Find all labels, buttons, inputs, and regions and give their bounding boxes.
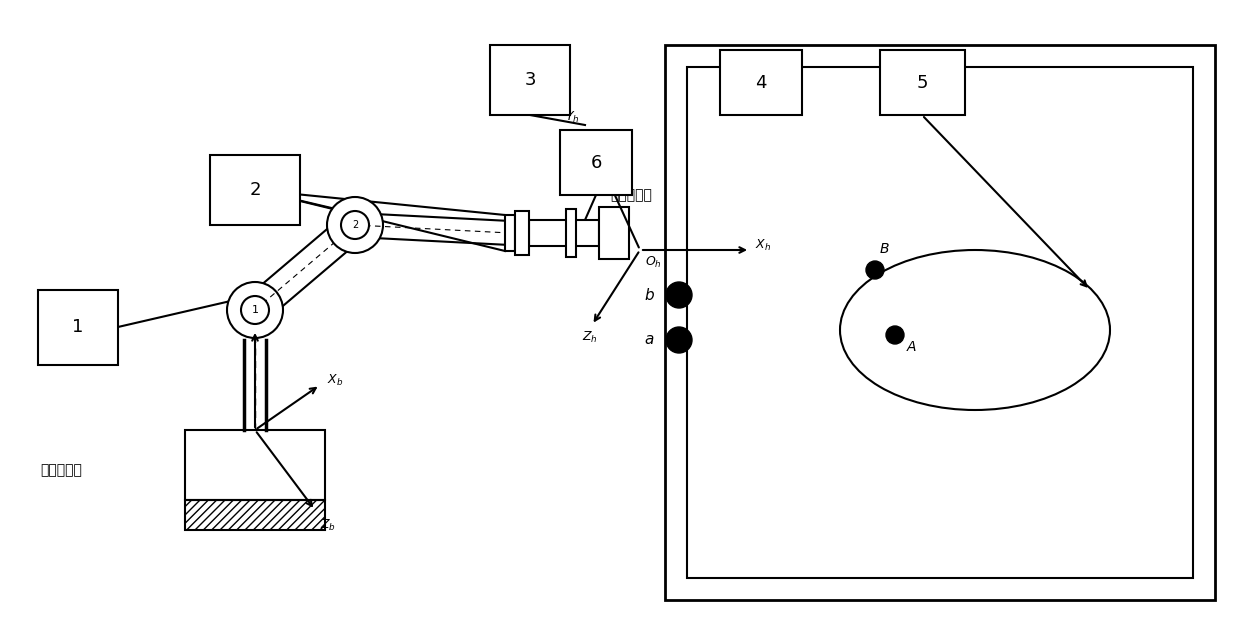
Bar xyxy=(687,67,1193,578)
Text: A: A xyxy=(906,340,916,354)
Ellipse shape xyxy=(839,250,1110,410)
Text: $Z_h$: $Z_h$ xyxy=(582,330,598,345)
Text: $X_b$: $X_b$ xyxy=(327,373,343,387)
Text: 4: 4 xyxy=(755,74,766,92)
Text: $O_h$: $O_h$ xyxy=(645,255,662,270)
Bar xyxy=(515,211,529,255)
Text: 3: 3 xyxy=(525,71,536,89)
Text: 相机坐标系: 相机坐标系 xyxy=(610,188,652,202)
Bar xyxy=(665,45,1215,600)
Bar xyxy=(720,50,802,115)
Bar xyxy=(560,130,632,195)
Bar xyxy=(599,207,629,259)
Text: $Y_b$: $Y_b$ xyxy=(246,307,260,322)
Circle shape xyxy=(666,327,692,353)
Text: a: a xyxy=(645,332,653,347)
Circle shape xyxy=(227,282,283,338)
Circle shape xyxy=(341,211,370,239)
Circle shape xyxy=(666,282,692,308)
Polygon shape xyxy=(246,214,365,321)
Bar xyxy=(210,155,300,225)
Text: $Y_h$: $Y_h$ xyxy=(565,110,580,125)
Bar xyxy=(529,220,599,246)
Bar xyxy=(880,50,965,115)
Text: 2: 2 xyxy=(249,181,260,199)
Circle shape xyxy=(241,296,269,324)
Text: $X_h$: $X_h$ xyxy=(755,238,771,253)
Text: 世界坐标系: 世界坐标系 xyxy=(40,463,82,477)
Circle shape xyxy=(887,326,904,344)
Polygon shape xyxy=(355,213,511,245)
Circle shape xyxy=(866,261,884,279)
Circle shape xyxy=(327,197,383,253)
Bar xyxy=(565,209,577,257)
Text: $Z_b$: $Z_b$ xyxy=(320,518,336,533)
Bar xyxy=(505,215,515,251)
Bar xyxy=(185,430,325,500)
Text: 1: 1 xyxy=(252,305,258,315)
Text: 2: 2 xyxy=(352,220,358,230)
Bar xyxy=(490,45,570,115)
Bar xyxy=(38,290,118,365)
Text: B: B xyxy=(880,242,889,256)
Text: b: b xyxy=(645,287,653,303)
Text: 5: 5 xyxy=(916,74,929,92)
Text: 6: 6 xyxy=(590,154,601,171)
Text: 1: 1 xyxy=(72,319,83,337)
Bar xyxy=(185,500,325,530)
